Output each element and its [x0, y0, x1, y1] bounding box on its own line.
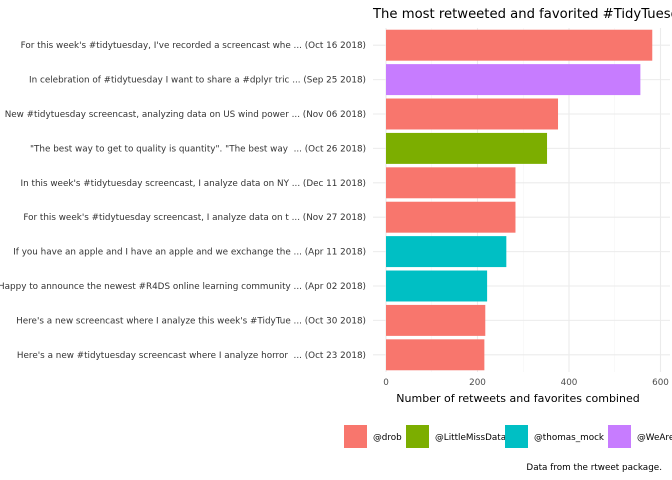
x-tick-label: 200	[469, 378, 486, 388]
legend-label: @drob	[373, 433, 402, 443]
bars	[386, 29, 653, 371]
y-tick-label: Here's a new screencast where I analyze …	[16, 316, 366, 326]
legend-key	[505, 425, 528, 448]
x-tick-label: 600	[652, 378, 669, 388]
x-tick-label: 400	[561, 378, 578, 388]
legend-key	[406, 425, 429, 448]
bar	[386, 64, 641, 96]
bar	[386, 339, 485, 371]
y-tick-label: Here's a new #tidytuesday screencast whe…	[17, 351, 366, 361]
bar	[386, 167, 516, 199]
x-tick-label: 0	[383, 378, 389, 388]
bar	[386, 236, 507, 268]
y-tick-label: In this week's #tidytuesday screencast, …	[21, 179, 366, 189]
bar	[386, 304, 486, 336]
bar	[386, 98, 559, 130]
y-tick-label: Happy to announce the newest #R4DS onlin…	[0, 282, 366, 292]
y-tick-label: In celebration of #tidytuesday I want to…	[29, 76, 366, 86]
chart-title: The most retweeted and favorited #TidyTu…	[372, 7, 672, 22]
y-tick-label: "The best way to get to quality is quant…	[30, 144, 366, 154]
legend-key	[344, 425, 367, 448]
legend-key	[608, 425, 631, 448]
bar	[386, 132, 548, 164]
bar	[386, 270, 488, 302]
y-axis-tick-labels: For this week's #tidytuesday, I've recor…	[0, 41, 366, 361]
x-axis-tick-labels: 0 200 400 600	[383, 378, 669, 388]
legend-label: @WeAreRLadies	[637, 433, 672, 443]
legend-label: @thomas_mock	[534, 433, 605, 443]
bar	[386, 201, 516, 233]
y-tick-label: For this week's #tidytuesday screencast,…	[23, 213, 366, 223]
y-tick-label: If you have an apple and I have an apple…	[13, 248, 366, 258]
y-tick-label: For this week's #tidytuesday, I've recor…	[21, 41, 366, 51]
bar	[386, 29, 653, 61]
caption: Data from the rtweet package.	[526, 463, 662, 473]
legend-label: @LittleMissData	[435, 433, 506, 443]
x-axis-label: Number of retweets and favorites combine…	[396, 392, 639, 405]
legend: @drob @LittleMissData @thomas_mock @WeAreRL…	[344, 425, 672, 448]
y-tick-label: New #tidytuesday screencast, analyzing d…	[5, 110, 366, 120]
